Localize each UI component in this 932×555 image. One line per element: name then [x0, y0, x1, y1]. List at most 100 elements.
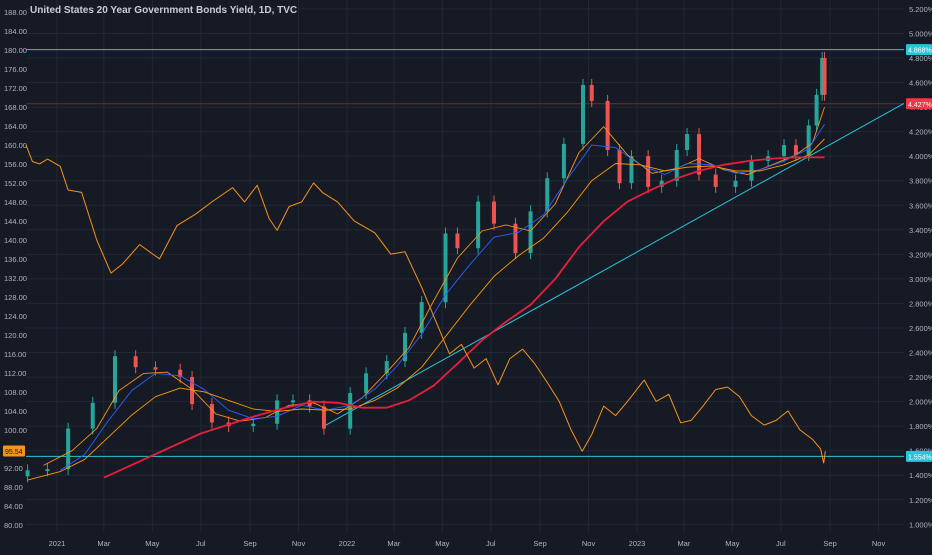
- right-tick-label: 1.400%: [909, 471, 932, 480]
- left-tick-label: 112.00: [4, 369, 26, 378]
- candle-body: [646, 156, 651, 187]
- x-tick-label: Nov: [292, 539, 306, 548]
- candle-body: [580, 84, 585, 144]
- candle-body: [348, 393, 353, 429]
- left-tick-label: 104.00: [4, 407, 27, 416]
- right-tick-label: 3.600%: [909, 201, 932, 210]
- left-tick-label: 116.00: [4, 350, 26, 359]
- candle-body: [419, 302, 424, 333]
- candle-body: [45, 469, 50, 472]
- left-tick-label: 160.00: [4, 141, 27, 150]
- left-tick-label: 108.00: [4, 388, 27, 397]
- right-tick-label: 4.800%: [909, 54, 932, 63]
- candle-body: [66, 428, 71, 470]
- right-tick-label: 3.200%: [909, 250, 932, 259]
- candle-body: [133, 356, 138, 368]
- candle-body: [713, 174, 718, 187]
- candle-body: [674, 150, 679, 181]
- x-tick-label: May: [725, 539, 739, 548]
- candle-body: [814, 94, 819, 126]
- x-tick-label: Jul: [486, 539, 496, 548]
- right-tick-label: 3.000%: [909, 275, 932, 284]
- candle-body: [697, 134, 702, 175]
- left-tick-label: 136.00: [4, 255, 27, 264]
- right-tick-label: 2.000%: [909, 398, 932, 407]
- candle-body: [384, 361, 389, 374]
- x-tick-label: Mar: [387, 539, 400, 548]
- x-tick-label: Mar: [677, 539, 690, 548]
- right-tick-label: 4.200%: [909, 128, 932, 137]
- right-tick-label: 3.800%: [909, 177, 932, 186]
- price-badge-label: 4.868%: [908, 48, 932, 55]
- candle-body: [209, 404, 214, 423]
- candle-body: [153, 367, 158, 370]
- candle-body: [190, 377, 195, 405]
- right-tick-label: 4.000%: [909, 152, 932, 161]
- right-tick-label: 2.800%: [909, 299, 932, 308]
- left-price-badge-label: 95.54: [5, 449, 23, 456]
- left-tick-label: 176.00: [4, 65, 27, 74]
- left-tick-label: 132.00: [4, 274, 27, 283]
- series-line: [27, 138, 825, 481]
- right-tick-label: 2.600%: [909, 324, 932, 333]
- left-tick-label: 100.00: [4, 426, 27, 435]
- candle-body: [617, 150, 622, 184]
- price-badge: [906, 450, 932, 462]
- left-price-badge: [3, 445, 25, 457]
- left-tick-label: 140.00: [4, 236, 27, 245]
- candle-body: [806, 125, 811, 155]
- x-tick-label: Mar: [97, 539, 110, 548]
- x-tick-label: 2023: [629, 539, 646, 548]
- left-tick-label: 148.00: [4, 198, 27, 207]
- x-tick-label: May: [145, 539, 159, 548]
- candle-body: [820, 57, 825, 95]
- candle-body: [251, 423, 256, 427]
- left-tick-label: 144.00: [4, 217, 27, 226]
- candle-body: [476, 201, 481, 249]
- series-line: [25, 144, 826, 464]
- x-tick-label: Sep: [533, 539, 546, 548]
- left-tick-label: 124.00: [4, 312, 27, 321]
- candle-body: [25, 470, 30, 477]
- price-badge-label: 1.554%: [908, 454, 932, 461]
- left-tick-label: 184.00: [4, 27, 27, 36]
- x-tick-label: 2021: [49, 539, 66, 548]
- x-tick-label: Nov: [582, 539, 596, 548]
- right-tick-label: 5.200%: [909, 5, 932, 14]
- chart-title: United States 20 Year Government Bonds Y…: [30, 5, 298, 16]
- candle-body: [659, 180, 664, 187]
- candle-body: [90, 402, 95, 429]
- candle-body: [364, 373, 369, 394]
- candle-body: [629, 156, 634, 184]
- candle-body: [443, 233, 448, 303]
- candle-body: [290, 400, 295, 403]
- right-tick-label: 1.200%: [909, 496, 932, 505]
- left-tick-label: 164.00: [4, 122, 27, 131]
- candle-body: [793, 145, 798, 155]
- candle-body: [545, 178, 550, 212]
- candle-body: [275, 400, 280, 424]
- candle-body: [403, 332, 408, 362]
- price-badge: [906, 44, 932, 56]
- left-tick-label: 172.00: [4, 84, 27, 93]
- left-tick-label: 80.00: [4, 521, 23, 530]
- left-tick-label: 128.00: [4, 293, 27, 302]
- x-tick-label: Sep: [823, 539, 836, 548]
- candle-body: [513, 223, 518, 254]
- candle-body: [455, 233, 460, 249]
- candle-body: [528, 211, 533, 254]
- x-tick-label: May: [435, 539, 449, 548]
- candle-body: [605, 100, 610, 151]
- right-tick-label: 3.400%: [909, 226, 932, 235]
- left-tick-label: 180.00: [4, 46, 27, 55]
- left-tick-label: 168.00: [4, 103, 27, 112]
- candle-body: [685, 134, 690, 151]
- candle-body: [589, 84, 594, 101]
- left-tick-label: 88.00: [4, 483, 23, 492]
- left-tick-label: 188.00: [4, 8, 27, 17]
- left-tick-label: 120.00: [4, 331, 27, 340]
- right-tick-label: 2.400%: [909, 349, 932, 358]
- candle-body: [822, 57, 827, 95]
